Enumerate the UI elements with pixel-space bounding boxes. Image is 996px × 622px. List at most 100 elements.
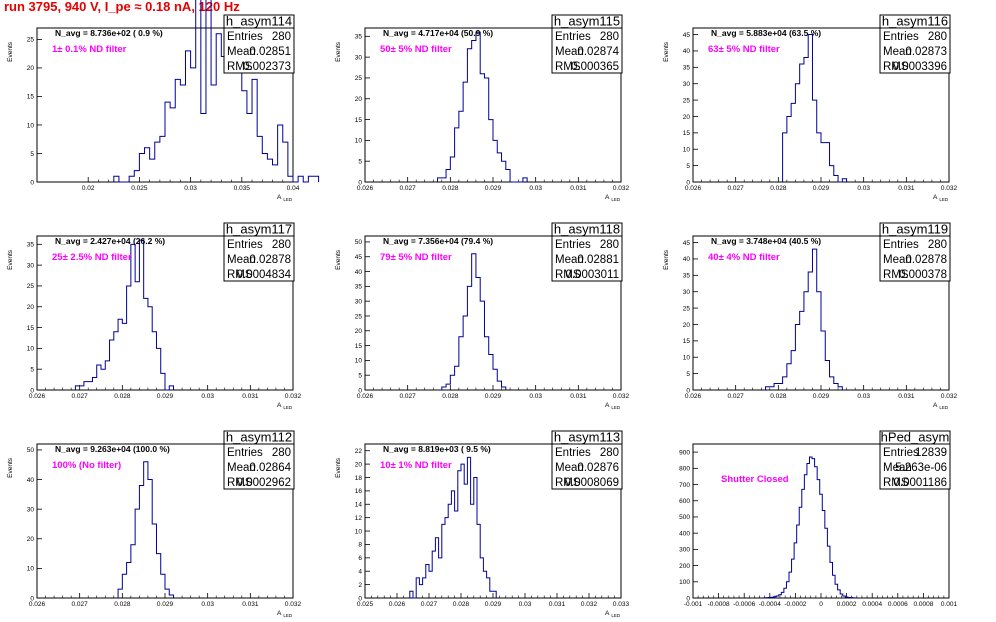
- stat-value: 280: [600, 447, 619, 459]
- x-axis-title: A LED: [933, 402, 949, 410]
- histogram-name: h_asym117: [226, 222, 292, 237]
- y-tick-label: 10: [27, 566, 35, 573]
- stat-label: Mean: [555, 462, 584, 474]
- histogram-bin: [118, 589, 122, 598]
- histogram-bin: [812, 459, 815, 598]
- stat-label: Entries: [555, 239, 591, 251]
- navg-label: N_avg = 8.736e+02 ( 0.9 %): [55, 28, 163, 38]
- stat-value: 0.02864: [249, 462, 291, 474]
- x-tick-label: 0.03: [519, 601, 532, 608]
- y-tick-label: 10: [27, 346, 35, 353]
- y-tick-label: 700: [679, 482, 690, 489]
- histogram-bin: [463, 316, 467, 390]
- x-tick-label: 0.025: [131, 185, 148, 192]
- stat-value: 280: [600, 239, 619, 251]
- y-tick-label: 600: [679, 498, 690, 505]
- x-tick-label: 0.025: [357, 601, 374, 608]
- histogram-bin: [155, 142, 160, 182]
- y-axis-title: Events: [663, 41, 670, 62]
- run-title: run 3795, 940 V, I_pe ≈ 0.18 nA, 120 Hz: [4, 0, 240, 14]
- stat-box: [223, 222, 295, 282]
- histogram-bin: [476, 277, 480, 390]
- histogram-bin: [483, 571, 486, 598]
- stat-value: 0.0008069: [565, 477, 619, 489]
- histogram-bin: [783, 133, 787, 182]
- y-tick-label: 35: [355, 284, 363, 291]
- y-tick-label: 100: [679, 579, 690, 586]
- histogram-bin: [180, 85, 185, 182]
- histogram-bin: [800, 311, 804, 390]
- x-tick-label: 0.031: [242, 393, 259, 400]
- stat-label: RMS: [555, 269, 581, 281]
- histogram-bin: [455, 511, 458, 598]
- histogram-bin: [442, 524, 445, 598]
- y-tick-label: 15: [27, 325, 35, 332]
- histogram-bin: [88, 382, 92, 390]
- stat-value: 0.02851: [249, 46, 291, 58]
- histogram-bin: [242, 91, 247, 182]
- filter-note: 40± 4% ND filter: [708, 252, 780, 263]
- histogram-bin: [791, 351, 795, 390]
- histogram-line: [74, 239, 175, 391]
- stat-value: 280: [928, 239, 947, 251]
- filter-note: 100% (No filter): [52, 460, 121, 471]
- x-axis-subscript: LED: [283, 405, 293, 410]
- x-tick-label: 0.027: [728, 185, 745, 192]
- histogram-bin: [148, 307, 152, 390]
- histogram-bin: [497, 381, 501, 390]
- histogram-bin: [776, 596, 779, 598]
- histogram-line: [437, 31, 528, 183]
- y-tick-label: 35: [683, 65, 691, 72]
- stat-label: RMS: [227, 61, 253, 73]
- x-tick-label: 0.026: [685, 393, 702, 400]
- stat-label: RMS: [555, 477, 581, 489]
- x-tick-label: 0.029: [485, 185, 502, 192]
- x-axis-subscript: LED: [939, 197, 949, 202]
- stat-label: Mean: [227, 254, 256, 266]
- x-tick-label: 0.026: [29, 393, 46, 400]
- histogram-bin: [778, 383, 782, 390]
- histogram-bin: [809, 457, 812, 598]
- histogram-bin: [502, 161, 506, 182]
- histogram-bin: [792, 559, 795, 598]
- stat-label: RMS: [883, 269, 909, 281]
- histogram-bin: [131, 545, 135, 598]
- histogram-bin: [830, 562, 833, 598]
- histogram-bin: [221, 57, 226, 182]
- histogram-name: h_asym118: [554, 222, 620, 237]
- histogram-name: h_asym112: [226, 430, 292, 445]
- stat-box: [551, 14, 623, 74]
- histogram-bin: [467, 457, 470, 598]
- y-tick-label: 0: [686, 387, 690, 394]
- histogram-bin: [825, 361, 829, 390]
- histogram-bin: [455, 366, 459, 390]
- histogram-bin: [429, 571, 432, 598]
- histogram-bin: [446, 170, 450, 182]
- histogram-bin: [423, 578, 426, 598]
- x-tick-label: 0.032: [285, 393, 302, 400]
- x-tick-label: -0.0006: [733, 601, 755, 608]
- histogram-bin: [156, 348, 160, 390]
- y-axis-title: Events: [7, 249, 14, 270]
- histogram-bin: [502, 387, 506, 390]
- histogram-bin: [784, 588, 787, 598]
- x-tick-label: -0.001: [684, 601, 703, 608]
- y-tick-label: 30: [683, 81, 691, 88]
- histogram-bin: [252, 79, 257, 182]
- histogram-bin: [129, 176, 134, 182]
- stat-value: 0.0002962: [237, 477, 291, 489]
- histogram-bin: [451, 491, 454, 598]
- y-tick-label: 20: [355, 96, 363, 103]
- x-tick-label: 0: [819, 601, 823, 608]
- histogram-bin: [446, 384, 450, 390]
- y-tick-label: 0: [30, 595, 34, 602]
- histogram-h_asym112: 0.026 0.027 0.028 0.029 0.03 0.031 0.032 0 10 20 3…: [7, 430, 302, 619]
- histogram-bin: [308, 176, 313, 182]
- histogram-bin: [821, 143, 825, 182]
- y-tick-label: 4: [358, 569, 362, 576]
- histogram-bin: [458, 471, 461, 598]
- y-tick-label: 10: [683, 147, 691, 154]
- x-tick-label: -0.0004: [759, 601, 781, 608]
- y-tick-label: 20: [27, 536, 35, 543]
- histogram-bin: [139, 240, 143, 390]
